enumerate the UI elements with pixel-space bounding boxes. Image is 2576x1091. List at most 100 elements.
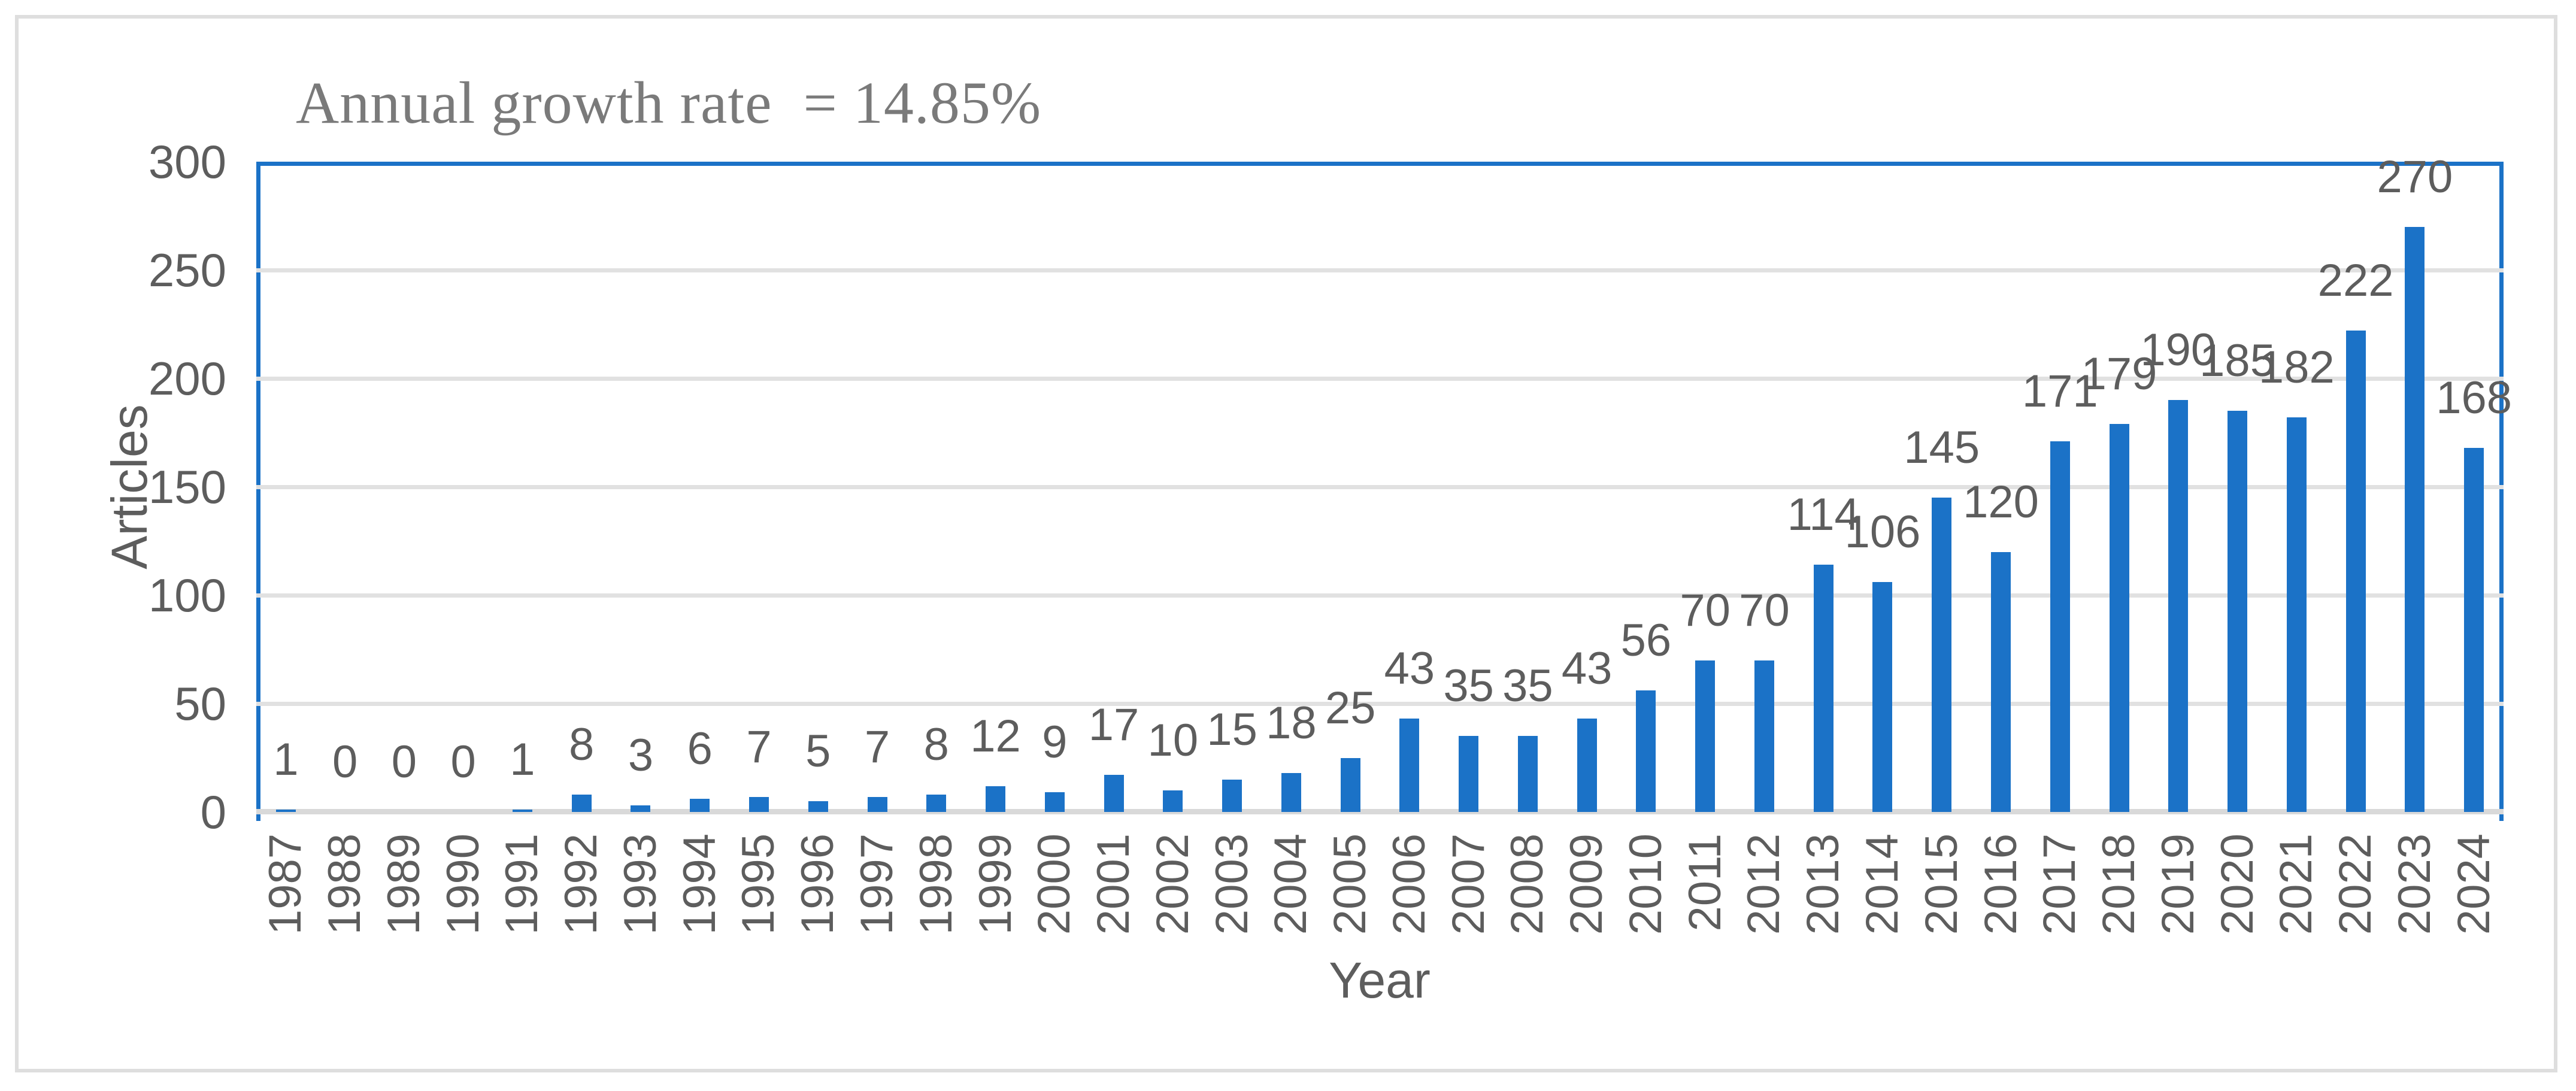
y-tick-label: 100: [148, 569, 226, 622]
bar: [1636, 690, 1656, 812]
x-tick-label: 2022: [2330, 834, 2381, 935]
y-axis-line: [256, 162, 260, 821]
bar: [1044, 792, 1065, 812]
bar: [926, 795, 947, 812]
bar: [1695, 660, 1716, 812]
bar: [1399, 719, 1420, 812]
plot-area: 1 0 0 0 1 8 3 6 7 5 7 8 12 9 17 10 15 18 25 43 35 35 43 56 70 70 1…: [256, 153, 2512, 821]
bar-value-label: 0: [332, 737, 358, 787]
x-tick-label: 2014: [1856, 834, 1908, 935]
x-tick-label: 1994: [674, 834, 725, 935]
x-tick-label: 1997: [851, 834, 902, 935]
x-axis-title: Year: [1329, 952, 1431, 1008]
bar-value-label: 168: [2436, 372, 2513, 423]
bar-value-label: 0: [391, 737, 417, 787]
bar: [512, 810, 532, 812]
x-tick-label: 2003: [1206, 834, 1257, 935]
chart-title: Annual growth rate = 14.85%: [296, 69, 1042, 136]
bar: [1932, 498, 1952, 812]
bar: [2168, 400, 2189, 812]
figure-border: [15, 15, 2557, 1072]
bar-value-label: 1: [510, 734, 535, 786]
bar: [2109, 424, 2129, 812]
y-tick-label: 0: [200, 786, 226, 838]
y-gridline: [256, 593, 2504, 598]
bar: [2228, 411, 2248, 812]
x-tick-label: 2018: [2093, 834, 2145, 935]
bar-value-label: 35: [1443, 660, 1494, 712]
x-tick-label: 1996: [792, 834, 844, 935]
plot-border-top: [256, 162, 2504, 166]
bar: [2345, 331, 2366, 812]
bar: [1813, 565, 1833, 812]
bar: [631, 805, 651, 812]
bar-value-label: 8: [569, 719, 595, 771]
y-tick-label: 150: [148, 460, 226, 513]
bar-value-label: 182: [2258, 342, 2335, 393]
bar-value-label: 0: [450, 737, 476, 787]
bar: [1222, 779, 1242, 812]
bar-value-label: 10: [1147, 714, 1199, 766]
x-tick-label: 2021: [2271, 834, 2322, 935]
x-tick-label: 2002: [1147, 834, 1198, 935]
x-tick-label: 2015: [1916, 834, 1967, 935]
x-tick-label: 2020: [2211, 834, 2263, 935]
bar: [1754, 660, 1774, 812]
bar: [571, 795, 592, 812]
bar: [1991, 551, 2011, 812]
x-tick-label: 1992: [556, 834, 607, 935]
x-tick-label: 2012: [1738, 834, 1790, 935]
bar-value-label: 7: [746, 721, 772, 772]
x-tick-label: 2009: [1561, 834, 1613, 935]
bar: [275, 810, 296, 812]
bar-value-label: 171: [2022, 365, 2098, 417]
bar-value-label: 179: [2081, 348, 2157, 400]
bar-value-label: 3: [628, 730, 654, 781]
bar-value-label: 9: [1042, 717, 1068, 768]
x-tick-label: 2004: [1265, 834, 1317, 935]
bar-value-label: 15: [1207, 704, 1257, 755]
bar: [1281, 772, 1301, 812]
bar-value-label: 145: [1904, 422, 1980, 474]
bar: [748, 796, 769, 812]
bar: [986, 786, 1006, 812]
bar-value-label: 1: [273, 734, 299, 786]
bar: [690, 799, 710, 812]
bar: [1872, 582, 1893, 812]
plot-border-right: [2499, 162, 2504, 821]
x-tick-label: 1991: [496, 834, 548, 935]
bar: [1163, 790, 1183, 812]
bar-value-label: 17: [1088, 699, 1139, 751]
x-tick-label: 2005: [1325, 834, 1376, 935]
bar-value-label: 5: [805, 725, 831, 777]
bar-value-label: 43: [1384, 643, 1435, 695]
x-tick-label: 1995: [733, 834, 784, 935]
x-tick-label: 1990: [437, 834, 489, 935]
bar-value-label: 270: [2377, 151, 2453, 202]
x-tick-label: 2016: [1975, 834, 2026, 935]
x-tick-label: 2008: [1502, 834, 1553, 935]
x-tick-label: 2006: [1383, 834, 1435, 935]
y-tick-label: 300: [148, 135, 226, 188]
y-gridline: [256, 485, 2504, 489]
y-tick-label: 250: [148, 244, 226, 296]
x-tick-label: 2000: [1029, 834, 1080, 935]
x-tick-label: 2024: [2448, 834, 2499, 935]
bar: [1340, 757, 1360, 812]
x-tick-label: 1988: [319, 834, 371, 935]
x-tick-label: 1998: [910, 834, 962, 935]
bar: [1517, 736, 1538, 812]
bar-value-label: 222: [2317, 255, 2394, 307]
x-tick-label: 2011: [1679, 834, 1731, 932]
x-tick-label: 2013: [1798, 834, 1849, 935]
bar-value-label: 6: [687, 723, 713, 775]
bar: [1459, 736, 1479, 812]
y-gridline: [256, 268, 2504, 272]
bar-value-label: 106: [1844, 507, 1921, 558]
x-tick-label: 2019: [2152, 834, 2204, 935]
bar-value-label: 12: [970, 710, 1021, 762]
bar-value-label: 70: [1680, 584, 1731, 636]
bar-value-label: 120: [1963, 476, 2039, 528]
x-tick-label: 2017: [2034, 834, 2086, 935]
bar-value-label: 185: [2199, 335, 2275, 387]
